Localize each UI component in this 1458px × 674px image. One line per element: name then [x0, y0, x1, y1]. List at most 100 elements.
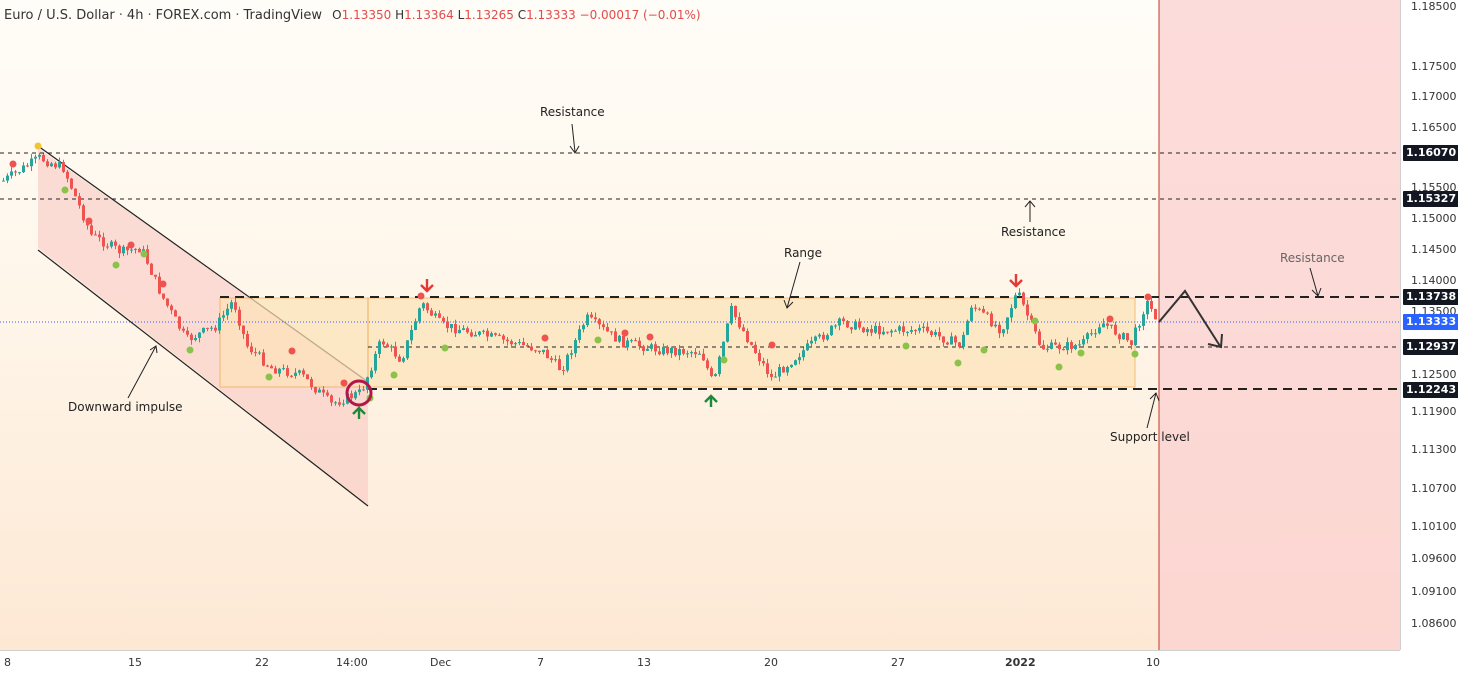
candle-body — [526, 345, 529, 347]
symbol-name[interactable]: Euro / U.S. Dollar — [4, 8, 115, 23]
candle-body — [246, 334, 249, 347]
candle-body — [438, 313, 441, 318]
candle-body — [1142, 314, 1145, 326]
pointer-resistance-top-head — [569, 145, 580, 154]
candle-body — [982, 309, 985, 313]
symbol-legend[interactable]: Euro / U.S. Dollar · 4h · FOREX.com · TradingV… — [4, 8, 701, 23]
candle-body — [238, 309, 241, 326]
time-tick: 7 — [537, 656, 544, 669]
candle-body — [1090, 333, 1093, 335]
candle-body — [1130, 340, 1133, 345]
candle-body — [446, 321, 449, 329]
candle-body — [546, 349, 549, 359]
candle-body — [1010, 308, 1013, 318]
candle-body — [210, 327, 213, 329]
low-value: 1.13265 — [464, 8, 514, 22]
change-value: −0.00017 (−0.01%) — [579, 8, 701, 22]
price-tag-115327: 1.15327 — [1403, 191, 1458, 207]
candle-body — [1134, 327, 1137, 345]
candle-body — [54, 163, 57, 168]
candle-body — [874, 325, 877, 333]
candle-body — [666, 346, 669, 354]
candle-body — [954, 336, 957, 343]
candle-body — [598, 319, 601, 325]
candle-body — [850, 327, 853, 330]
sell-signal-dot — [288, 347, 296, 355]
candle-body — [786, 366, 789, 373]
candle-body — [22, 165, 25, 173]
candle-body — [398, 356, 401, 362]
candle-body — [494, 333, 497, 335]
high-label: H — [395, 8, 405, 22]
candle-body — [898, 326, 901, 331]
candle-body — [906, 331, 909, 333]
price-tick: 1.09100 — [1411, 585, 1457, 598]
candle-body — [650, 344, 653, 349]
close-value: 1.13333 — [526, 8, 576, 22]
candle-body — [338, 402, 341, 405]
candle-body — [102, 237, 105, 247]
candle-body — [574, 340, 577, 354]
price-tag-112937: 1.12937 — [1403, 339, 1458, 355]
pointer-resistance-right-head — [1311, 287, 1322, 297]
forecast-zone — [1159, 0, 1400, 650]
price-chart[interactable]: Resistance Resistance Range Resistance D… — [0, 0, 1400, 650]
price-tick: 1.14500 — [1411, 243, 1457, 256]
candle-body — [1146, 301, 1149, 315]
buy-signal-dot — [186, 346, 194, 354]
downward-channel — [38, 148, 368, 505]
price-tick: 1.10100 — [1411, 520, 1457, 533]
price-tick: 1.15000 — [1411, 212, 1457, 225]
candle-body — [662, 346, 665, 355]
pointer-resistance-mid-head — [1024, 200, 1036, 208]
candle-body — [934, 331, 937, 335]
open-label: O — [332, 8, 342, 22]
candle-body — [254, 352, 257, 354]
interval[interactable]: 4h — [126, 8, 144, 23]
candle-body — [458, 329, 461, 334]
candle-body — [638, 340, 641, 347]
candle-body — [354, 392, 357, 399]
buy-signal-dot — [140, 250, 148, 258]
candle-body — [66, 171, 69, 179]
candle-body — [302, 370, 305, 375]
candle-body — [158, 276, 161, 294]
candle-body — [286, 368, 289, 376]
candle-body — [38, 154, 41, 157]
price-tick: 1.11300 — [1411, 443, 1457, 456]
data-source: TradingView — [243, 8, 323, 23]
candle-body — [758, 352, 761, 362]
candle-body — [1018, 292, 1021, 296]
candle-body — [1082, 339, 1085, 345]
candle-body — [1046, 348, 1049, 350]
candle-body — [678, 349, 681, 356]
candle-body — [178, 316, 181, 329]
price-tick: 1.10700 — [1411, 482, 1457, 495]
candle-body — [298, 370, 301, 373]
candle-body — [330, 395, 333, 403]
time-tick: 20 — [764, 656, 778, 669]
chart-canvas[interactable]: Resistance Resistance Range Resistance D… — [0, 0, 1400, 650]
candle-body — [182, 328, 185, 331]
candle-body — [294, 372, 297, 376]
candle-body — [990, 313, 993, 327]
candle-body — [106, 246, 109, 248]
candle-body — [870, 329, 873, 333]
candle-body — [930, 331, 933, 335]
time-axis[interactable]: 8 15 22 14:00 Dec 7 13 20 27 2022 4 10 — [0, 650, 1400, 674]
pointer-support — [1146, 392, 1157, 429]
buy-signal-dot — [265, 373, 273, 381]
time-tick: 27 — [891, 656, 905, 669]
candle-body — [1102, 323, 1105, 328]
candle-body — [1042, 344, 1045, 350]
sell-signal-dot — [621, 329, 629, 337]
candle-body — [482, 330, 485, 332]
close-label: C — [517, 8, 527, 22]
candle-body — [842, 318, 845, 322]
price-axis[interactable]: 1.18500 1.17500 1.17000 1.16500 1.15500 … — [1400, 0, 1458, 650]
candle-body — [282, 368, 285, 370]
buy-signal-dot — [720, 356, 728, 364]
price-tick: 1.12500 — [1411, 368, 1457, 381]
candle-body — [18, 172, 21, 174]
label-resistance-right: Resistance — [1280, 251, 1345, 265]
